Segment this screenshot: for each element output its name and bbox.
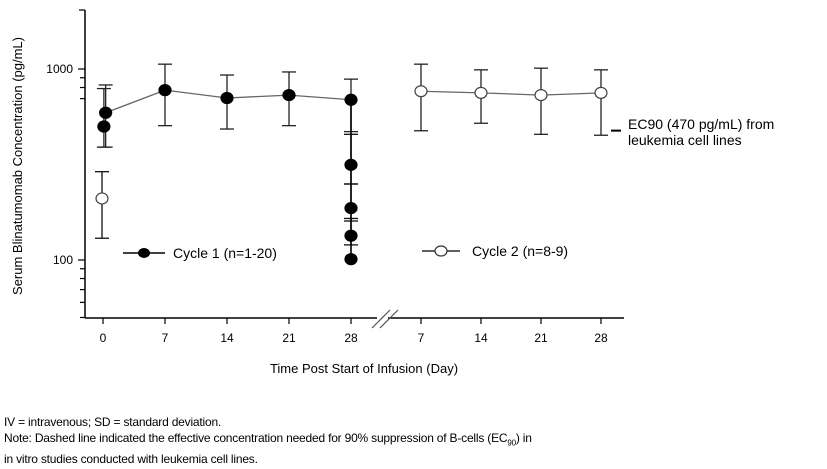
y-tick-label: 100 <box>53 253 73 267</box>
data-point-filled <box>344 158 358 171</box>
y-tick-label: 1000 <box>46 62 73 76</box>
data-point-open <box>594 86 608 99</box>
data-point-filled <box>344 201 358 215</box>
data-point-filled <box>99 106 113 119</box>
axes: 100 1000 0 7 14 21 28 7 14 21 28 <box>46 9 624 345</box>
data-point-filled <box>158 84 172 97</box>
filled-circle-icon <box>138 248 150 258</box>
ec90-label-line2: leukemia cell lines <box>628 132 742 148</box>
data-point-open <box>534 89 548 102</box>
series-line-2 <box>420 90 602 96</box>
footnote-abbrev: IV = intravenous; SD = standard deviatio… <box>4 415 222 429</box>
legend-label-cycle-2: Cycle 2 (n=8-9) <box>472 243 568 259</box>
data-point-filled <box>97 120 111 133</box>
x-axis-title: Time Post Start of Infusion (Day) <box>270 361 458 376</box>
data-marks <box>95 63 608 266</box>
data-point-open <box>414 85 428 98</box>
x-tick-label: 7 <box>162 331 169 345</box>
axis-break-mark <box>379 309 399 329</box>
x-tick-label: 7 <box>418 331 425 345</box>
legend-cycle-2: Cycle 2 (n=8-9) <box>422 243 568 259</box>
x-tick-label: 0 <box>100 331 107 345</box>
footnote-note: Note: Dashed line indicated the effectiv… <box>4 431 532 448</box>
open-circle-icon <box>434 245 448 257</box>
footnotes: IV = intravenous; SD = standard deviatio… <box>4 414 532 467</box>
y-axis-title: Serum Blinatumomab Concentration (pg/mL) <box>10 37 25 295</box>
x-tick-label: 21 <box>534 331 548 345</box>
data-point-open <box>95 192 109 205</box>
x-tick-label: 28 <box>594 331 608 345</box>
data-point-filled <box>282 89 296 102</box>
x-tick-label: 28 <box>344 331 358 345</box>
ec90-annotation: EC90 (470 pg/mL) from leukemia cell line… <box>611 116 774 148</box>
data-point-filled <box>344 229 358 242</box>
data-point-filled <box>344 253 358 266</box>
axis-break-mark <box>371 309 391 329</box>
ec90-label-line1: EC90 (470 pg/mL) from <box>628 116 774 132</box>
footnote-note-cont: in vitro studies conducted with leukemia… <box>4 452 258 467</box>
pk-chart: 100 1000 0 7 14 21 28 7 14 21 28 Serum Blinatumoma… <box>10 9 774 376</box>
data-point-filled <box>344 93 358 106</box>
data-point-filled <box>220 91 234 105</box>
legend-label-cycle-1: Cycle 1 (n=1-20) <box>173 245 277 261</box>
x-tick-label: 21 <box>282 331 296 345</box>
x-tick-label: 14 <box>220 331 234 345</box>
data-point-open <box>474 86 488 99</box>
legend-cycle-1: Cycle 1 (n=1-20) <box>123 245 277 261</box>
x-tick-label: 14 <box>474 331 488 345</box>
